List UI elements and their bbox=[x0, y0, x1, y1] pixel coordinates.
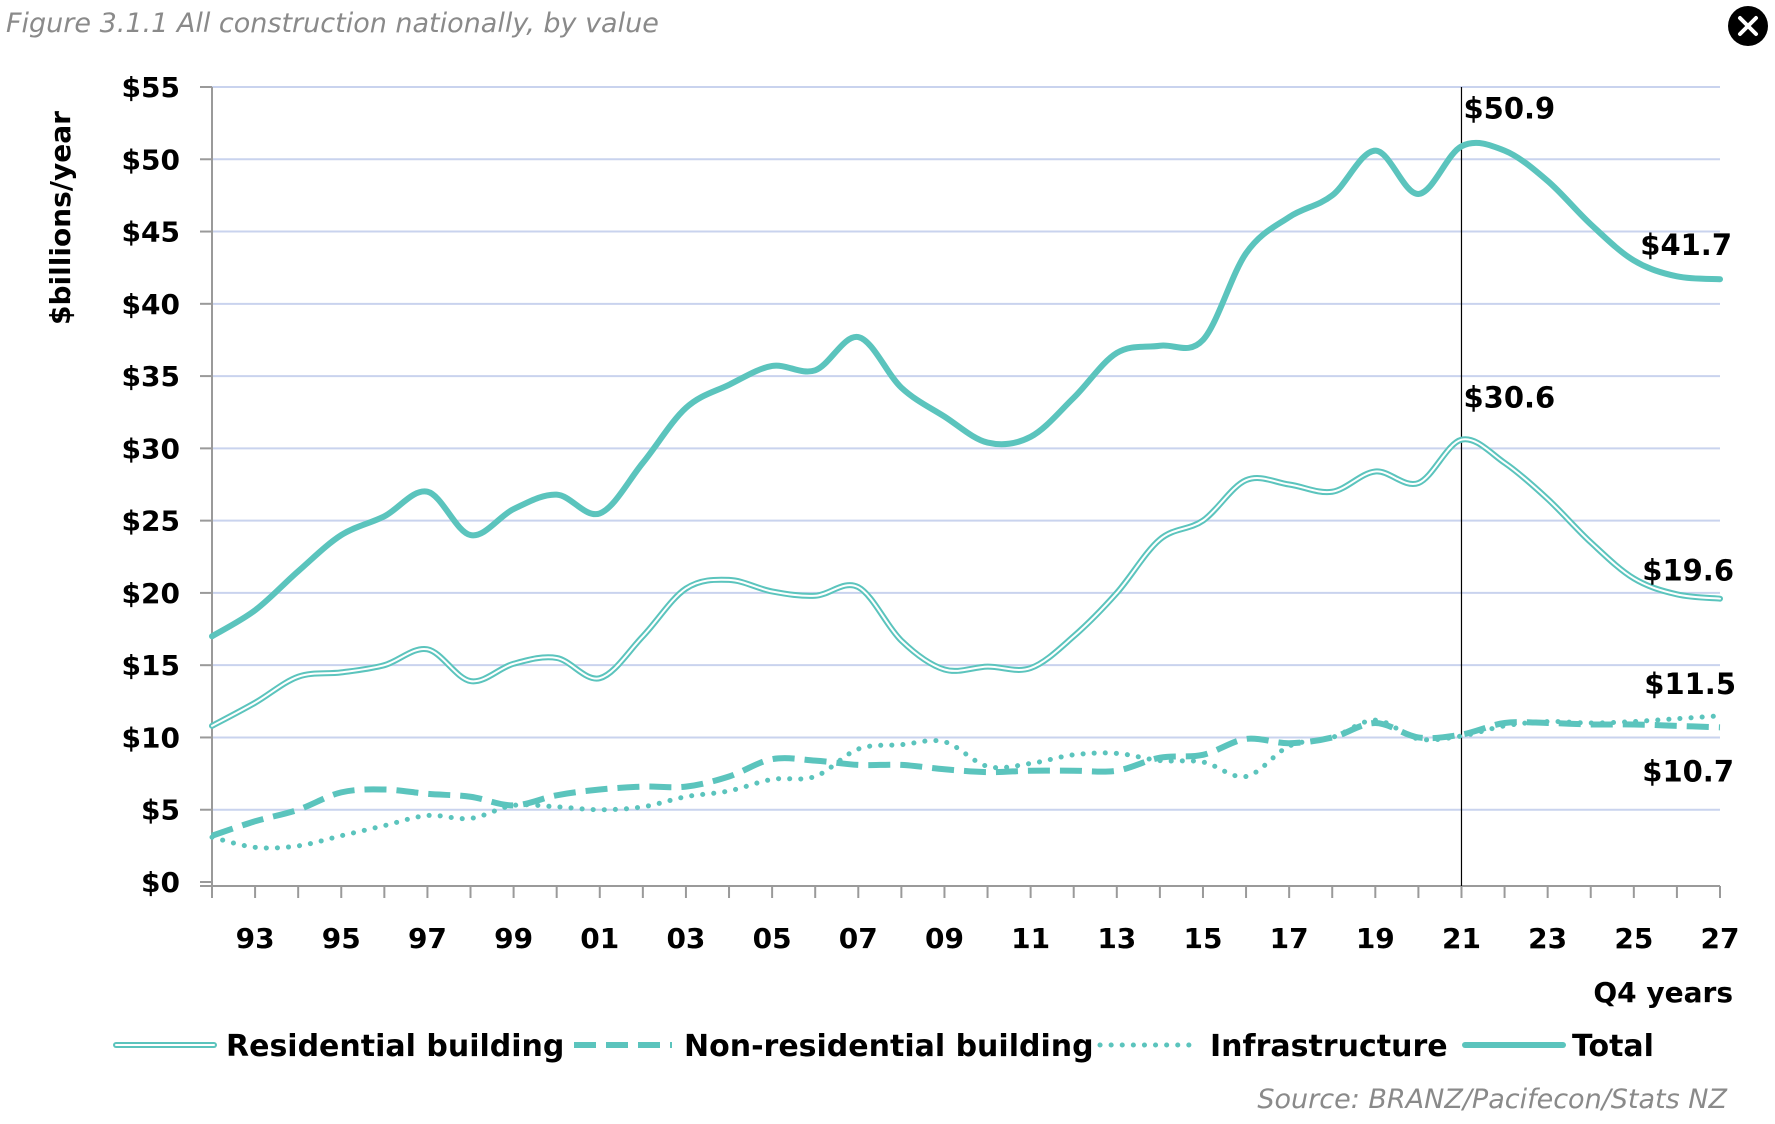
non-residential-building-line bbox=[211, 719, 1721, 839]
y-tick-label: $20 bbox=[122, 577, 180, 610]
series-total bbox=[209, 139, 1723, 640]
data-label: $11.5 bbox=[1644, 667, 1736, 701]
y-tick-label: $25 bbox=[122, 505, 180, 538]
y-tick-label: $10 bbox=[122, 721, 180, 754]
x-tick-label: 01 bbox=[580, 922, 619, 955]
x-tick-label: 97 bbox=[408, 922, 447, 955]
y-tick-label: $50 bbox=[122, 143, 180, 176]
data-label: $41.7 bbox=[1640, 228, 1732, 262]
axes bbox=[200, 87, 1720, 898]
x-tick-label: 99 bbox=[494, 922, 533, 955]
legend-item-infrastructure: Infrastructure bbox=[1097, 1029, 1448, 1064]
y-axis-title: $billions/year bbox=[44, 111, 77, 325]
series-infrastructure bbox=[209, 713, 1723, 851]
x-tick-label: 21 bbox=[1442, 922, 1481, 955]
x-tick-label: 13 bbox=[1097, 922, 1136, 955]
x-axis-title: Q4 years bbox=[1593, 976, 1733, 1009]
x-tick-label: 09 bbox=[925, 922, 964, 955]
x-tick-label: 15 bbox=[1183, 922, 1222, 955]
x-tick-label: 25 bbox=[1614, 922, 1653, 955]
source-note: Source: BRANZ/Pacifecon/Stats NZ bbox=[1257, 1084, 1727, 1115]
legend-label: Non-residential building bbox=[684, 1029, 1094, 1064]
data-label: $10.7 bbox=[1642, 754, 1734, 788]
y-tick-label: $5 bbox=[141, 794, 180, 827]
y-tick-label: $45 bbox=[122, 216, 180, 249]
infrastructure-line bbox=[209, 713, 1723, 851]
residential-building-line-outer bbox=[209, 436, 1723, 729]
y-tick-label: $30 bbox=[122, 432, 180, 465]
y-tick-label: $15 bbox=[122, 649, 180, 682]
y-axis-ticks: $0 $5 $10 $15 $20 $25 $30 $35 $40 $45 $50 $55 bbox=[122, 71, 212, 899]
x-tick-label: 95 bbox=[322, 922, 361, 955]
legend-label: Residential building bbox=[226, 1029, 564, 1064]
data-label: $19.6 bbox=[1642, 554, 1734, 588]
x-tick-label: 17 bbox=[1270, 922, 1309, 955]
legend-label: Infrastructure bbox=[1210, 1029, 1448, 1064]
y-tick-label: $55 bbox=[122, 71, 180, 104]
total-line bbox=[209, 139, 1723, 640]
x-tick-label: 27 bbox=[1701, 922, 1740, 955]
x-tick-label: 23 bbox=[1528, 922, 1567, 955]
x-tick-label: 05 bbox=[753, 922, 792, 955]
legend: Residential building Non-residential buil… bbox=[113, 1029, 1654, 1064]
x-tick-label: 19 bbox=[1356, 922, 1395, 955]
y-tick-label: $40 bbox=[122, 288, 180, 321]
annotations: $50.9 $41.7 $30.6 $19.6 $11.5 $10.7 bbox=[1463, 91, 1736, 788]
y-tick-label: $0 bbox=[141, 866, 180, 899]
y-tick-label: $35 bbox=[122, 360, 180, 393]
gridlines bbox=[212, 86, 1720, 811]
legend-item-residential-building: Residential building bbox=[113, 1029, 564, 1064]
residential-building-line-inner bbox=[211, 438, 1721, 727]
x-axis-ticks: 93 95 97 99 01 03 05 07 09 11 13 15 17 19 21 23 25 27 bbox=[211, 886, 1740, 955]
x-tick-label: 93 bbox=[236, 922, 275, 955]
series-non-residential-building bbox=[211, 719, 1721, 839]
series-residential-building bbox=[209, 436, 1723, 729]
figure-title: Figure 3.1.1 All construction nationally… bbox=[6, 8, 659, 39]
series-lines bbox=[209, 139, 1723, 851]
close-button[interactable] bbox=[1728, 6, 1768, 46]
data-label: $30.6 bbox=[1463, 381, 1555, 415]
x-tick-label: 07 bbox=[839, 922, 878, 955]
legend-item-total: Total bbox=[1462, 1029, 1654, 1064]
x-tick-label: 03 bbox=[666, 922, 705, 955]
legend-item-non-residential-building: Non-residential building bbox=[574, 1029, 1094, 1064]
x-tick-label: 11 bbox=[1011, 922, 1050, 955]
data-label: $50.9 bbox=[1463, 91, 1555, 125]
legend-label: Total bbox=[1572, 1029, 1654, 1064]
